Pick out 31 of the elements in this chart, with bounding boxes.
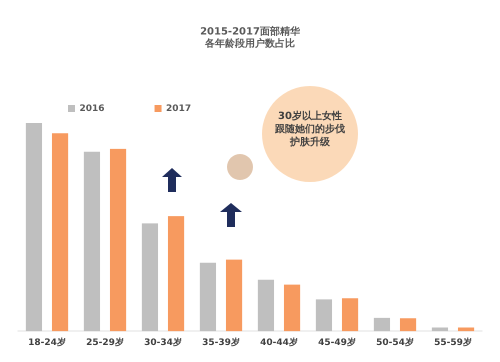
x-tick-label: 45-49岁 [318,336,356,348]
bar [316,299,332,332]
bar [284,284,300,332]
bar [168,216,184,332]
x-tick-label: 55-59岁 [434,336,472,348]
annotation: 护肤升级 [288,136,331,149]
bar [84,152,100,332]
chart-title: 2015-2017面部精华 [200,26,301,38]
bar [26,123,42,332]
text: 30岁以上女性 [277,110,343,123]
x-tick-label: 25-29岁 [86,336,124,348]
bar [432,327,448,332]
legend-label: 2017 [166,104,192,114]
bar [200,262,216,332]
x-tick-label: 35-39岁 [202,336,240,348]
bar [226,260,242,332]
bar [142,223,158,332]
bar [374,318,390,332]
x-tick-label: 18-24岁 [28,336,66,348]
bar [342,298,358,332]
bar [52,133,68,332]
x-tick-label: 30-34岁 [144,336,182,348]
x-tick-label: 40-44岁 [260,336,298,348]
chart-subtitle: 各年龄段用户数占比 [204,38,295,50]
annotation: 跟随她们的步伐 [274,123,346,136]
bar [258,280,274,332]
x-tick-label: 50-54岁 [376,336,414,348]
bar [110,148,126,332]
bar [458,327,474,332]
bar [400,318,416,332]
legend-label: 2016 [80,104,105,114]
